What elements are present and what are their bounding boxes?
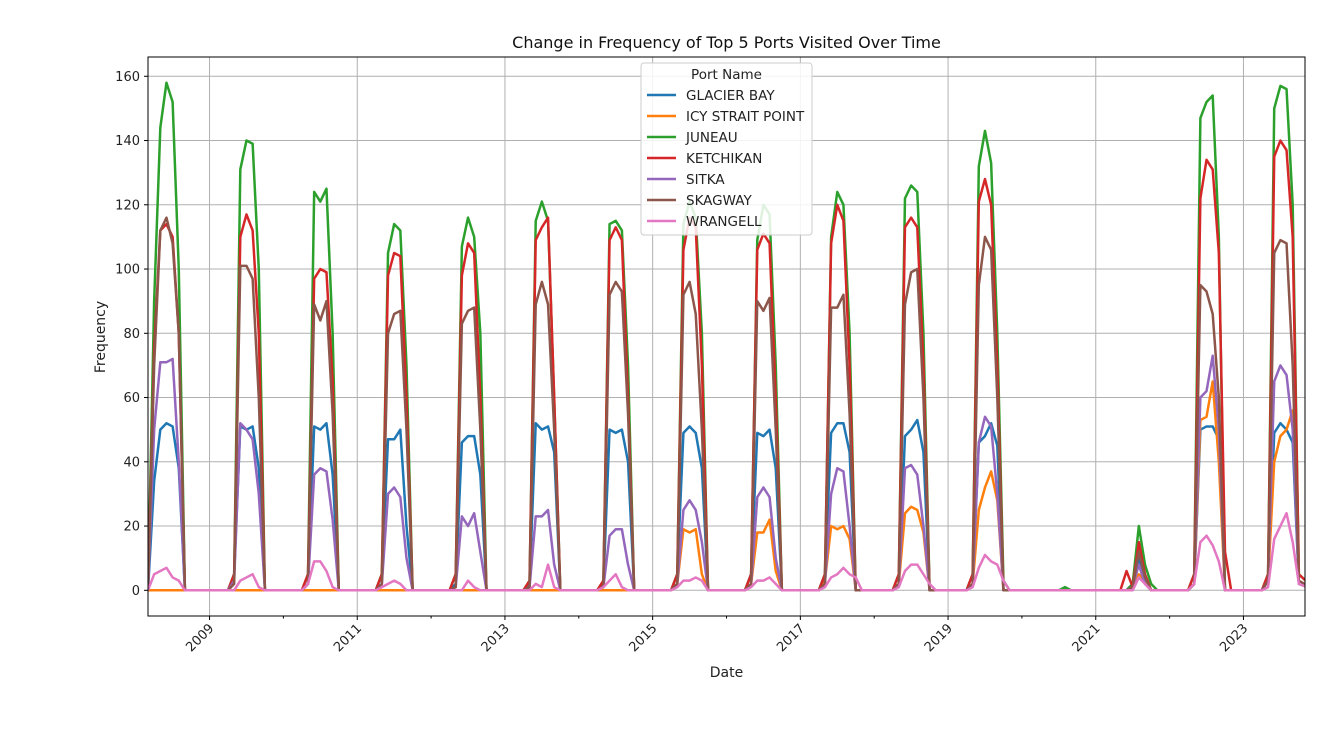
y-tick-label: 80 xyxy=(123,327,140,342)
y-tick-label: 0 xyxy=(132,584,140,599)
legend-label: SITKA xyxy=(686,172,725,188)
legend-label: WRANGELL xyxy=(686,214,762,230)
series-line-wrangell xyxy=(148,511,1305,592)
y-tick-label: 160 xyxy=(115,70,140,85)
legend-label: SKAGWAY xyxy=(686,193,752,209)
legend-label: GLACIER BAY xyxy=(686,88,775,104)
legend-label: KETCHIKAN xyxy=(686,151,762,167)
plot-frame xyxy=(147,56,1306,617)
y-tick-label: 40 xyxy=(123,455,140,470)
legend: Port Name GLACIER BAY ICY STRAIT POINT JUN… xyxy=(640,62,813,236)
y-tick-label: 20 xyxy=(123,520,140,535)
legend-label: JUNEAU xyxy=(685,130,738,146)
y-tick-label: 60 xyxy=(123,391,140,406)
chart-title: Change in Frequency of Top 5 Ports Visit… xyxy=(512,33,941,52)
y-tick-label: 140 xyxy=(115,134,140,149)
x-axis-title: Date xyxy=(710,665,743,681)
legend-box xyxy=(640,62,813,236)
legend-title: Port Name xyxy=(691,67,762,83)
legend-label: ICY STRAIT POINT xyxy=(686,109,805,125)
grid xyxy=(148,57,1305,616)
y-tick-label: 100 xyxy=(115,263,140,278)
series-lines xyxy=(148,81,1305,592)
y-tick-label: 120 xyxy=(115,198,140,213)
y-axis-ticks: 0 20 40 60 80 100 120 140 160 xyxy=(115,70,148,599)
y-axis-title: Frequency xyxy=(93,301,109,373)
